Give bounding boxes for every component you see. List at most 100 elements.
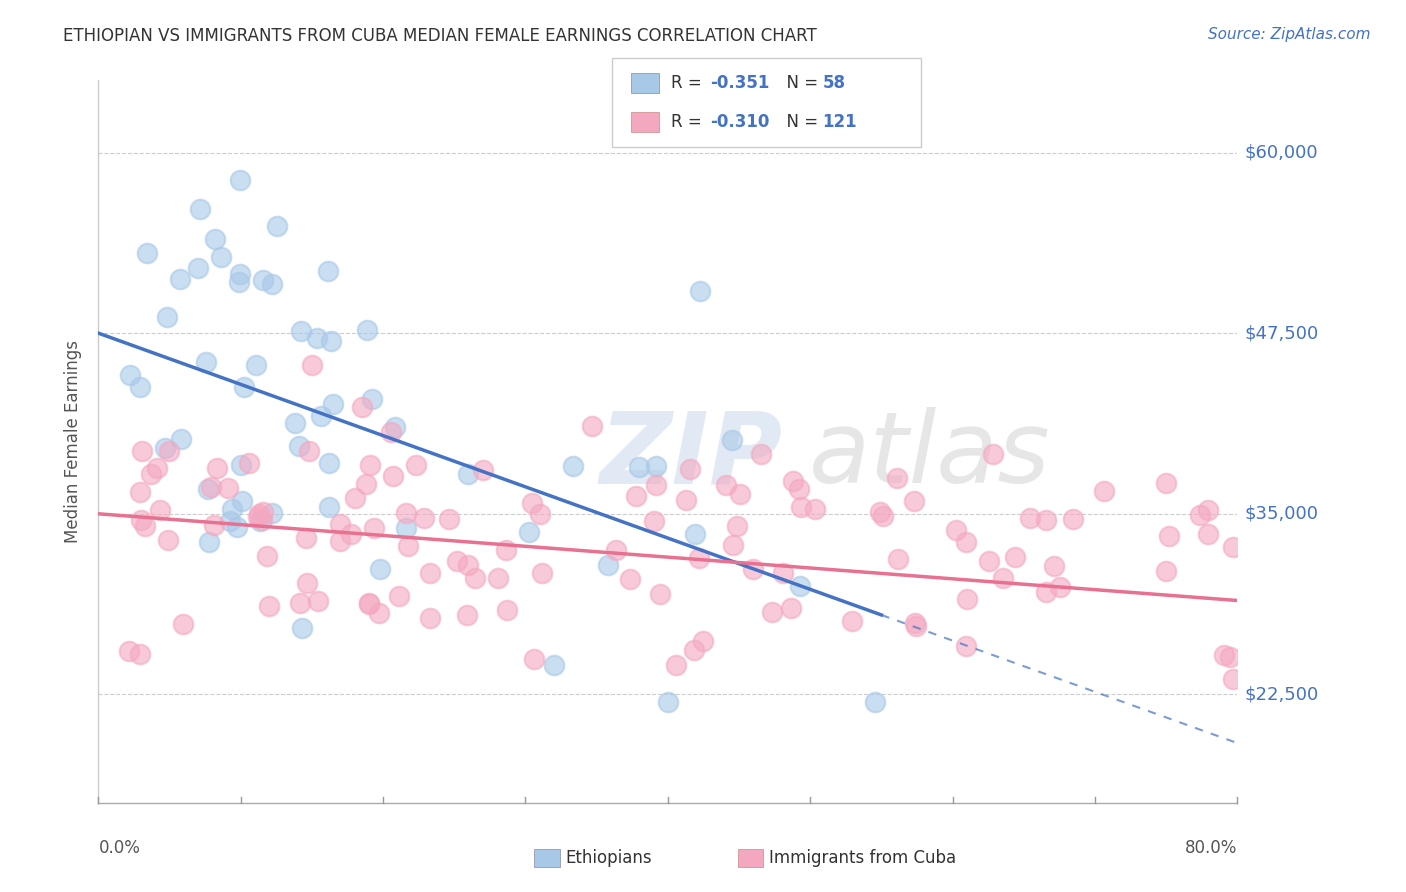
Point bbox=[307, 331, 329, 345]
Point bbox=[1049, 581, 1071, 595]
Point bbox=[446, 554, 468, 568]
Point bbox=[288, 439, 311, 453]
Point bbox=[229, 268, 252, 282]
Point bbox=[202, 517, 225, 532]
Point bbox=[725, 518, 748, 533]
Point bbox=[352, 400, 374, 414]
Point bbox=[204, 231, 226, 245]
Point bbox=[368, 561, 391, 575]
Point bbox=[486, 571, 509, 585]
Text: 121: 121 bbox=[823, 113, 858, 131]
Point bbox=[665, 657, 688, 672]
Point bbox=[1157, 529, 1180, 543]
Point bbox=[356, 324, 378, 338]
Point bbox=[368, 607, 391, 621]
Point bbox=[1213, 648, 1236, 663]
Text: 80.0%: 80.0% bbox=[1185, 838, 1237, 857]
Point bbox=[172, 617, 194, 632]
Point bbox=[221, 502, 243, 516]
Point bbox=[217, 481, 239, 495]
Point bbox=[471, 463, 494, 477]
Point bbox=[675, 493, 697, 508]
Point bbox=[945, 524, 967, 538]
Point bbox=[689, 284, 711, 298]
Point bbox=[246, 510, 269, 524]
Point bbox=[688, 551, 710, 566]
Point bbox=[129, 380, 152, 394]
Point bbox=[288, 596, 311, 610]
Point bbox=[720, 433, 742, 447]
Point bbox=[981, 447, 1004, 461]
Text: $22,500: $22,500 bbox=[1244, 685, 1319, 704]
Point bbox=[252, 513, 274, 527]
Point bbox=[956, 591, 979, 606]
Point bbox=[692, 634, 714, 648]
Point bbox=[209, 250, 232, 264]
Point bbox=[596, 558, 619, 572]
Point bbox=[419, 566, 441, 580]
Point bbox=[904, 619, 927, 633]
Point bbox=[309, 409, 332, 424]
Point bbox=[955, 639, 977, 653]
Point bbox=[284, 416, 307, 430]
Point bbox=[238, 456, 260, 470]
Point bbox=[318, 456, 340, 470]
Point bbox=[1004, 550, 1026, 565]
Point bbox=[529, 507, 551, 521]
Text: ZIP: ZIP bbox=[599, 408, 782, 505]
Point bbox=[749, 447, 772, 461]
Point bbox=[517, 524, 540, 539]
Point bbox=[872, 508, 894, 523]
Point bbox=[252, 505, 274, 519]
Point bbox=[456, 607, 478, 622]
Point bbox=[728, 486, 751, 500]
Text: R =: R = bbox=[671, 113, 707, 131]
Text: atlas: atlas bbox=[808, 408, 1050, 505]
Point bbox=[723, 537, 745, 551]
Point bbox=[329, 533, 352, 548]
Point bbox=[363, 521, 385, 535]
Point bbox=[145, 461, 167, 475]
Point bbox=[295, 576, 318, 591]
Point bbox=[382, 469, 405, 483]
Point bbox=[679, 461, 702, 475]
Point bbox=[561, 458, 583, 473]
Point bbox=[316, 263, 339, 277]
Point bbox=[190, 202, 212, 216]
Point bbox=[229, 172, 252, 186]
Point bbox=[198, 535, 221, 549]
Point bbox=[1035, 513, 1057, 527]
Point bbox=[319, 334, 342, 349]
Point bbox=[605, 542, 627, 557]
Point bbox=[869, 505, 891, 519]
Text: -0.310: -0.310 bbox=[710, 113, 769, 131]
Point bbox=[149, 502, 172, 516]
Point bbox=[780, 600, 803, 615]
Point bbox=[207, 460, 229, 475]
Point bbox=[657, 695, 679, 709]
Point bbox=[129, 513, 152, 527]
Point bbox=[841, 614, 863, 628]
Point bbox=[419, 611, 441, 625]
Point bbox=[1154, 476, 1177, 491]
Point bbox=[291, 621, 314, 635]
Point bbox=[169, 272, 191, 286]
Point bbox=[295, 531, 318, 545]
Point bbox=[772, 566, 794, 580]
Point bbox=[197, 482, 219, 496]
Point bbox=[260, 506, 283, 520]
Point bbox=[1197, 527, 1219, 541]
Point bbox=[266, 219, 288, 234]
Point bbox=[395, 521, 418, 535]
Point bbox=[1188, 508, 1211, 522]
Point bbox=[118, 644, 141, 658]
Point bbox=[231, 494, 253, 508]
Point bbox=[495, 602, 517, 616]
Point bbox=[128, 485, 150, 500]
Point bbox=[359, 458, 381, 472]
Point bbox=[1219, 650, 1241, 665]
Point bbox=[624, 489, 647, 503]
Text: $47,500: $47,500 bbox=[1244, 324, 1319, 343]
Point bbox=[1019, 511, 1042, 525]
Point bbox=[153, 441, 176, 455]
